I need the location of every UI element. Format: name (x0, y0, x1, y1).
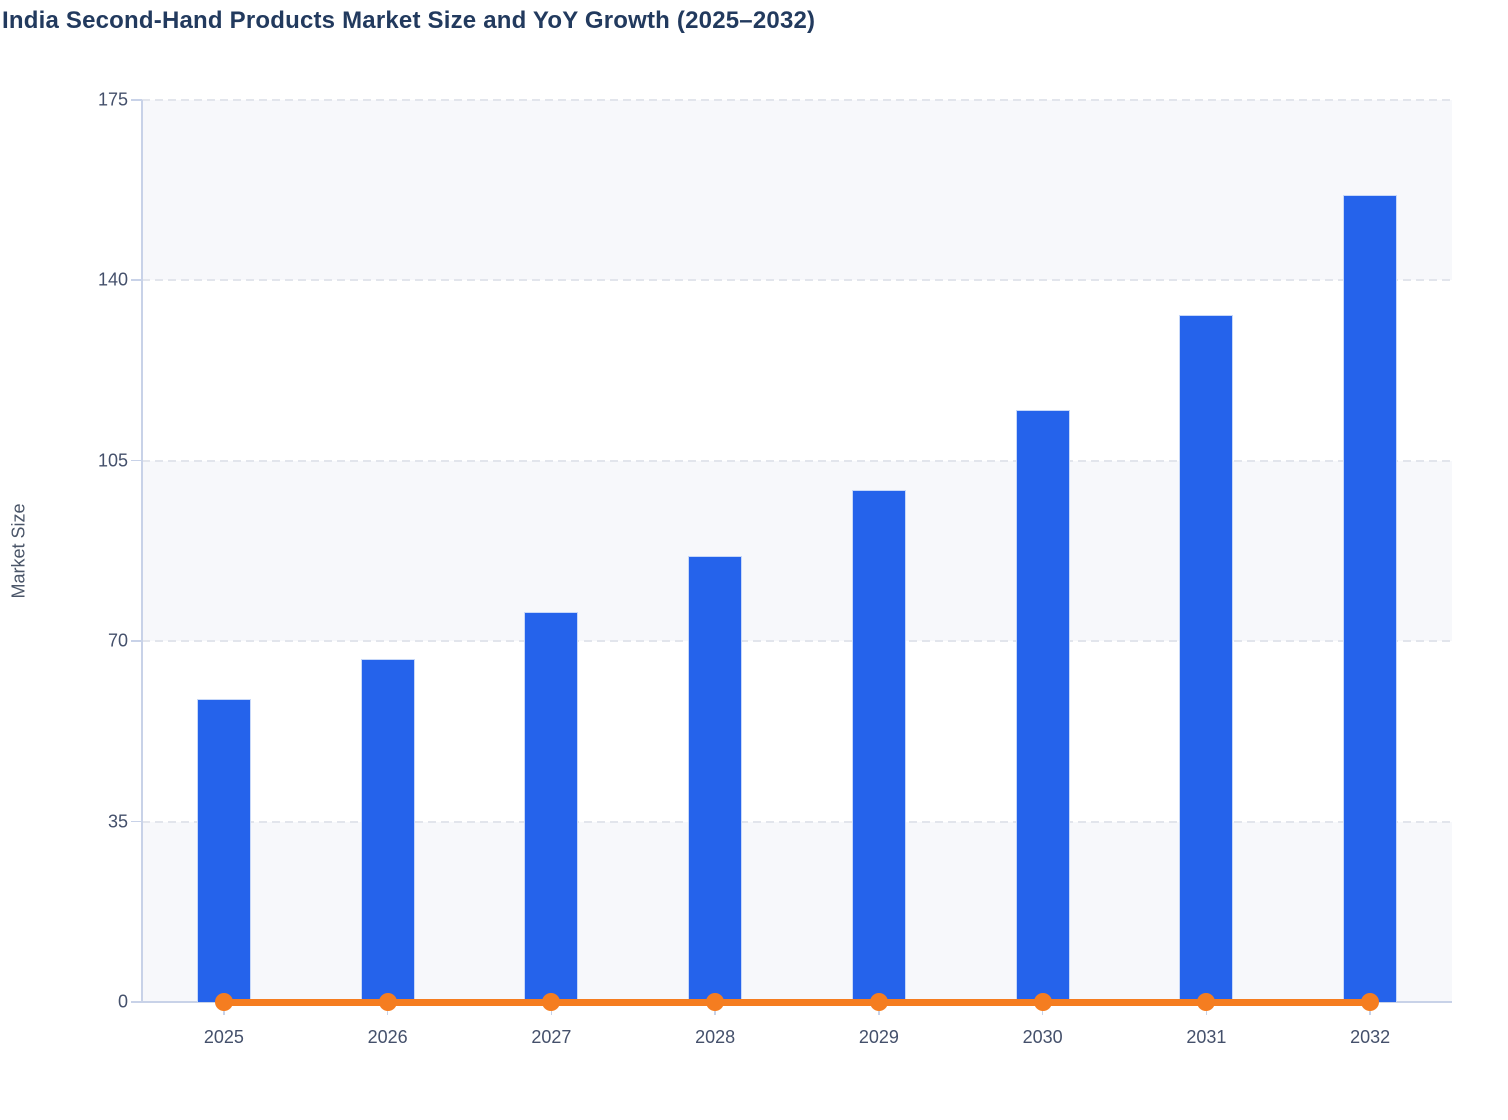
y-tick-label: 35 (107, 811, 128, 832)
gridline (142, 99, 1452, 101)
y-tick-label: 105 (97, 450, 128, 471)
x-tick-label: 2027 (531, 1027, 572, 1047)
x-tick-label: 2030 (1022, 1027, 1063, 1047)
yoy-point-2032 (1361, 993, 1380, 1011)
y-tick (131, 640, 142, 642)
yoy-point-2031 (1197, 993, 1216, 1011)
y-tick (131, 99, 142, 101)
gridline (142, 640, 1452, 643)
plot-band (143, 100, 1452, 281)
y-axis-line (141, 100, 143, 1002)
x-tick-label: 2029 (858, 1027, 899, 1047)
gridline (142, 459, 1452, 462)
yoy-point-2027 (542, 993, 561, 1011)
yoy-line (223, 998, 1371, 1006)
bar-2031 (1179, 315, 1234, 1002)
plot-band (143, 460, 1452, 642)
yoy-point-2028 (706, 993, 725, 1011)
y-tick (131, 459, 142, 462)
y-tick-label: 175 (97, 89, 128, 110)
chart-title: India Second-Hand Products Market Size a… (2, 7, 816, 34)
gridline (142, 820, 1452, 823)
y-tick (131, 1001, 142, 1003)
bar-2028 (688, 555, 743, 1002)
bar-2026 (360, 658, 415, 1002)
yoy-point-2030 (1033, 993, 1052, 1011)
bar-2030 (1015, 410, 1070, 1002)
x-tick-label: 2026 (367, 1027, 408, 1047)
y-axis-title: Market Size (8, 503, 29, 599)
x-tick-label: 2028 (695, 1027, 736, 1047)
y-tick (131, 279, 142, 281)
y-tick-label: 0 (117, 991, 128, 1012)
bar-2029 (851, 489, 906, 1002)
bar-2027 (524, 611, 579, 1002)
bar-2032 (1343, 195, 1398, 1002)
gridline (142, 279, 1452, 282)
yoy-point-2026 (378, 993, 397, 1011)
y-tick-label: 140 (97, 269, 128, 290)
x-tick-label: 2031 (1186, 1027, 1227, 1047)
plot-band (143, 821, 1452, 1002)
x-tick-label: 2032 (1350, 1027, 1391, 1047)
bar-2025 (196, 698, 251, 1002)
yoy-point-2025 (214, 993, 233, 1011)
yoy-point-2029 (869, 993, 888, 1011)
x-tick-label: 2025 (203, 1027, 244, 1047)
y-tick-label: 70 (107, 630, 128, 651)
y-tick (131, 820, 142, 823)
